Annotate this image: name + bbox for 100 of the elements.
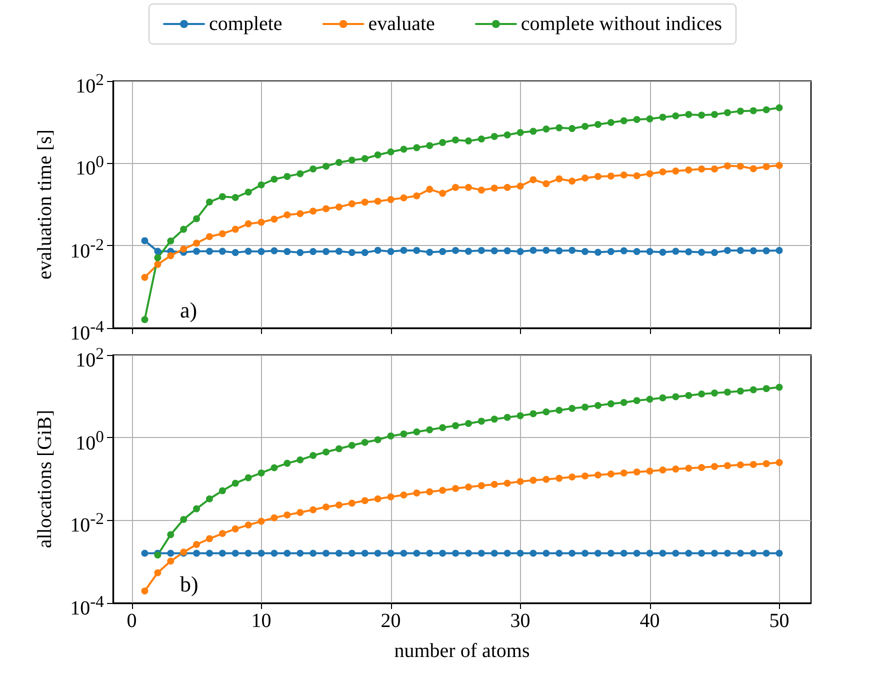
point xyxy=(530,246,537,254)
point xyxy=(322,248,330,256)
point xyxy=(413,489,420,496)
point xyxy=(724,246,731,254)
point xyxy=(620,117,628,124)
point xyxy=(659,550,666,557)
point xyxy=(348,550,356,557)
point xyxy=(672,248,680,255)
point xyxy=(594,172,602,180)
point xyxy=(206,550,213,557)
point xyxy=(270,176,278,183)
point xyxy=(542,408,550,416)
point xyxy=(736,108,744,115)
point xyxy=(296,508,304,516)
point xyxy=(490,132,498,140)
point xyxy=(141,316,148,324)
point xyxy=(659,248,666,256)
point xyxy=(452,484,460,492)
point xyxy=(530,550,537,557)
x-tick-label: 10 xyxy=(251,610,272,632)
point xyxy=(218,248,226,255)
point xyxy=(698,112,706,119)
point xyxy=(335,203,342,210)
point xyxy=(607,248,614,256)
point xyxy=(284,550,291,557)
point xyxy=(672,168,680,175)
point xyxy=(646,550,654,557)
point xyxy=(556,247,563,254)
point xyxy=(750,460,757,468)
point xyxy=(348,442,356,449)
point xyxy=(659,466,666,474)
point xyxy=(478,246,485,254)
point xyxy=(426,550,434,557)
point xyxy=(413,428,420,436)
point xyxy=(218,550,226,557)
point xyxy=(724,109,731,116)
point xyxy=(413,192,420,200)
y-tick-label: 10$^{-4}$ xyxy=(70,591,104,621)
point xyxy=(776,162,783,169)
point xyxy=(335,445,342,452)
point xyxy=(284,172,291,180)
point xyxy=(776,459,783,466)
point xyxy=(361,155,368,162)
point xyxy=(724,388,731,396)
point xyxy=(542,126,550,133)
point xyxy=(218,193,226,200)
point xyxy=(426,488,434,496)
point xyxy=(439,550,446,557)
point xyxy=(516,248,524,256)
point xyxy=(568,246,576,254)
point xyxy=(490,480,498,488)
point xyxy=(711,463,718,470)
point xyxy=(464,137,472,144)
point xyxy=(206,198,213,206)
legend-label: complete xyxy=(209,13,282,35)
point xyxy=(724,462,731,470)
point xyxy=(464,184,472,191)
point xyxy=(762,247,770,254)
point xyxy=(387,196,394,204)
point xyxy=(776,550,783,557)
point xyxy=(504,184,511,191)
point xyxy=(750,550,757,557)
point xyxy=(607,119,614,126)
point xyxy=(348,500,356,507)
point xyxy=(193,215,200,222)
point xyxy=(762,550,770,557)
point xyxy=(310,452,317,460)
point xyxy=(542,476,550,483)
point xyxy=(232,249,239,256)
point xyxy=(490,184,498,192)
point xyxy=(413,144,420,152)
point xyxy=(478,418,485,425)
point xyxy=(568,178,576,185)
point xyxy=(685,550,692,557)
point xyxy=(685,166,692,174)
point xyxy=(530,476,537,484)
point xyxy=(659,394,666,402)
point xyxy=(439,424,446,432)
point xyxy=(452,136,460,144)
point xyxy=(167,531,174,538)
point xyxy=(698,464,706,471)
point xyxy=(310,506,317,514)
point xyxy=(711,390,718,397)
point xyxy=(464,248,472,255)
point xyxy=(672,393,680,400)
point xyxy=(452,184,460,191)
point xyxy=(258,469,265,476)
point xyxy=(193,550,200,557)
point xyxy=(672,466,680,473)
point xyxy=(776,104,783,112)
point xyxy=(685,110,692,118)
point xyxy=(685,392,692,399)
point xyxy=(296,170,304,178)
point xyxy=(258,550,265,557)
point xyxy=(374,246,382,254)
point xyxy=(141,588,148,595)
point xyxy=(762,385,770,392)
point xyxy=(374,198,382,205)
point xyxy=(218,230,226,238)
point xyxy=(232,550,239,557)
